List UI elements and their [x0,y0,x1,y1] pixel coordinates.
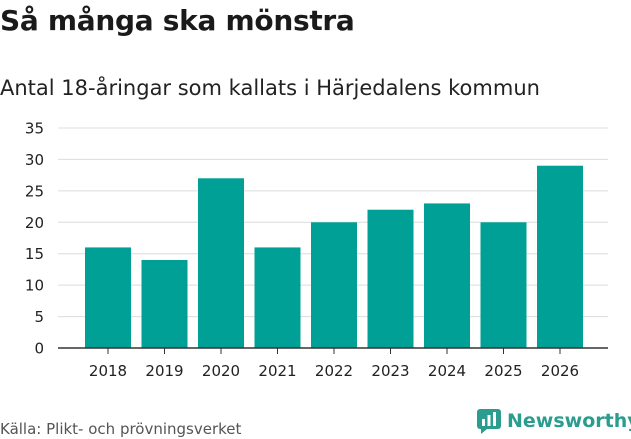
bar-2019 [141,260,188,348]
y-tick-label: 5 [34,308,44,326]
source-note: Källa: Plikt- och prövningsverket [0,420,242,438]
x-tick-label: 2020 [202,362,240,380]
chart-title: Så många ska mönstra [0,4,355,37]
y-tick-label: 0 [34,340,44,358]
bar-2022 [311,222,357,348]
chart-subtitle: Antal 18-åringar som kallats i Härjedale… [0,76,540,100]
bar-2021 [254,247,301,348]
x-axis-ticks: 2018 2019 2020 2021 2022 2023 2024 2025 2026 [89,348,579,380]
bar-2024 [424,203,470,348]
y-tick-label: 20 [25,214,44,232]
x-tick-label: 2019 [145,362,183,380]
y-axis-ticks: 0 5 10 15 20 25 30 35 [25,120,44,358]
bars [85,165,583,348]
y-tick-label: 25 [25,182,44,200]
x-tick-label: 2026 [541,362,579,380]
x-tick-label: 2025 [484,362,522,380]
bar-2023 [367,209,414,348]
x-tick-label: 2022 [315,362,353,380]
y-tick-label: 15 [25,245,44,263]
bar-2025 [480,222,527,348]
x-tick-label: 2023 [371,362,409,380]
bar-2020 [198,178,244,348]
brand-name: Newsworthy [507,410,631,432]
x-tick-label: 2024 [428,362,466,380]
y-tick-label: 35 [25,120,44,138]
y-tick-label: 30 [25,151,44,169]
bar-2026 [537,165,583,348]
bar-2018 [85,247,131,348]
brand-logo: Newsworthy [476,408,631,434]
newsworthy-logo-icon [477,409,501,434]
y-tick-label: 10 [25,277,44,295]
x-tick-label: 2018 [89,362,127,380]
x-tick-label: 2021 [258,362,296,380]
